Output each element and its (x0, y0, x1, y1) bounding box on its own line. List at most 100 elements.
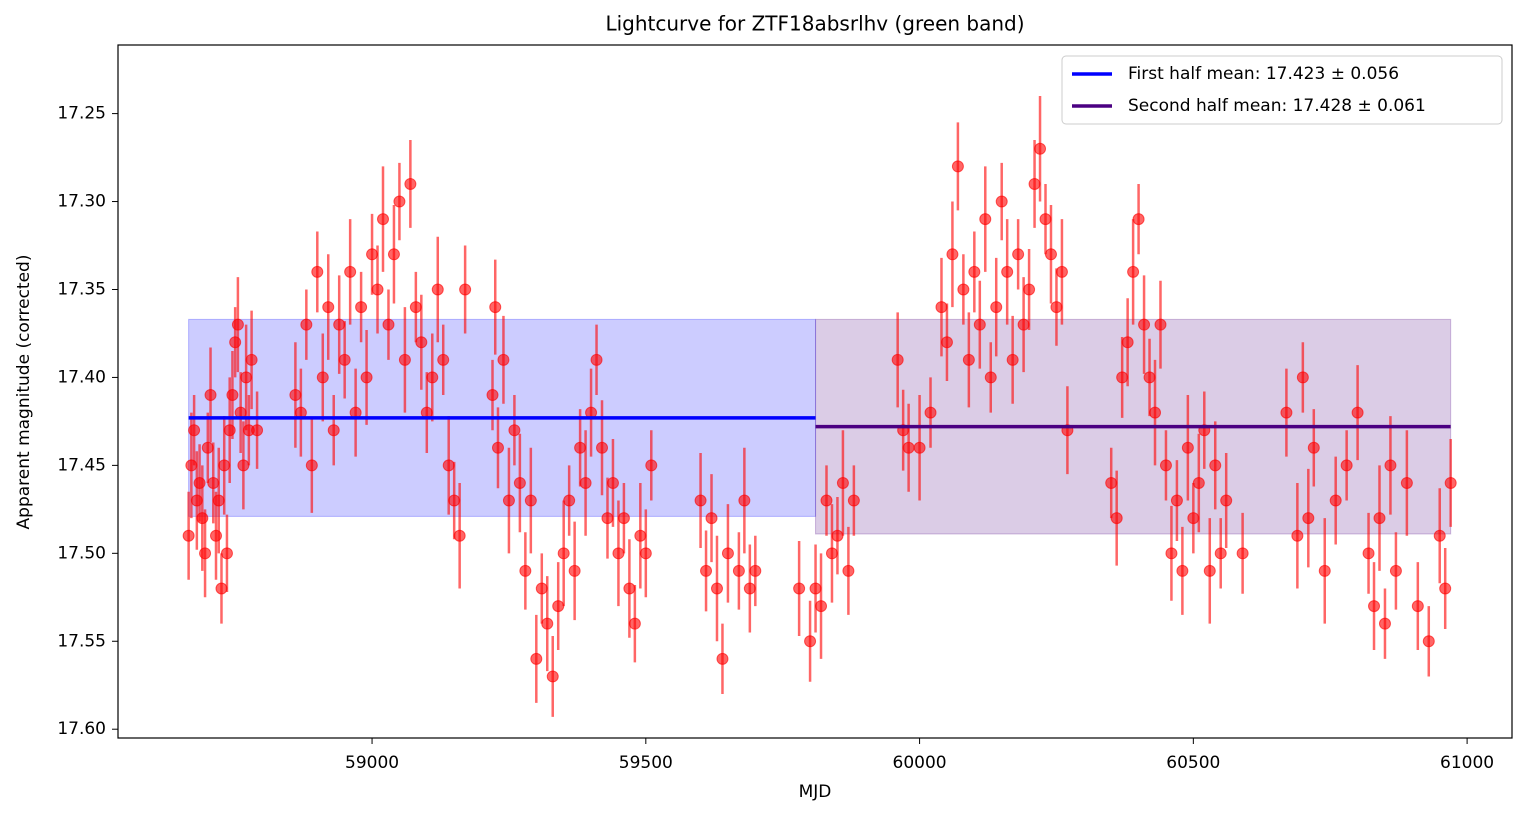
point (486, 389, 499, 402)
point (1296, 371, 1309, 384)
point (1138, 318, 1151, 331)
point (973, 318, 986, 331)
point (1384, 459, 1397, 472)
point (453, 529, 466, 542)
point (606, 476, 619, 489)
point (815, 600, 828, 613)
point (749, 564, 762, 577)
point (300, 318, 313, 331)
point (579, 476, 592, 489)
point (962, 353, 975, 366)
point (218, 459, 231, 472)
point (628, 617, 641, 630)
point (215, 582, 228, 595)
point (196, 512, 209, 525)
point (1187, 512, 1200, 525)
point (409, 301, 422, 314)
point (563, 494, 576, 507)
point (1044, 248, 1057, 261)
y-tick-label: 17.30 (57, 192, 106, 212)
point (793, 582, 806, 595)
point (1034, 142, 1047, 155)
point (322, 301, 335, 314)
point (831, 529, 844, 542)
point (902, 441, 915, 454)
y-tick-label: 17.35 (57, 279, 106, 299)
point (377, 213, 390, 226)
y-tick-label: 17.60 (57, 719, 106, 739)
point (245, 353, 258, 366)
point (557, 547, 570, 560)
point (437, 353, 450, 366)
point (223, 424, 236, 437)
point (508, 424, 521, 437)
point (634, 529, 647, 542)
point (1181, 441, 1194, 454)
plot-frame (117, 44, 1513, 739)
point (404, 177, 417, 190)
point (431, 283, 444, 296)
point (1149, 406, 1162, 419)
point (541, 617, 554, 630)
point (240, 371, 253, 384)
point (398, 353, 411, 366)
point (1028, 177, 1041, 190)
point (338, 353, 351, 366)
point (1116, 371, 1129, 384)
point (1422, 635, 1435, 648)
point (1039, 213, 1052, 226)
point (371, 283, 384, 296)
point (212, 494, 225, 507)
point (1023, 283, 1036, 296)
point (311, 265, 324, 278)
point (639, 547, 652, 560)
x-tick-label: 59000 (345, 753, 399, 773)
point (913, 441, 926, 454)
point (645, 459, 658, 472)
point (1444, 476, 1457, 489)
y-axis-label: Apparent magnitude (corrected) (14, 255, 34, 530)
point (1105, 476, 1118, 489)
point (289, 389, 302, 402)
points (182, 96, 1457, 717)
point (305, 459, 318, 472)
point (1214, 547, 1227, 560)
point (1170, 494, 1183, 507)
point (700, 564, 713, 577)
point (1012, 248, 1025, 261)
point (623, 582, 636, 595)
point (333, 318, 346, 331)
point (1389, 564, 1402, 577)
point (199, 547, 212, 560)
point (415, 336, 428, 349)
point (596, 441, 609, 454)
point (231, 318, 244, 331)
point (940, 336, 953, 349)
point (201, 441, 214, 454)
point (188, 424, 201, 437)
point (226, 389, 239, 402)
point (1236, 547, 1249, 560)
point (568, 564, 581, 577)
point (1127, 265, 1140, 278)
point (193, 476, 206, 489)
point (1192, 476, 1205, 489)
point (366, 248, 379, 261)
point (1318, 564, 1331, 577)
point (207, 476, 220, 489)
point (743, 582, 756, 595)
point (1302, 512, 1315, 525)
point (524, 494, 537, 507)
point (1209, 459, 1222, 472)
point (1203, 564, 1216, 577)
point (327, 424, 340, 437)
point (360, 371, 373, 384)
point (1220, 494, 1233, 507)
point (601, 512, 614, 525)
point (1373, 512, 1386, 525)
point (694, 494, 707, 507)
point (935, 301, 948, 314)
point (355, 301, 368, 314)
point (552, 600, 565, 613)
point (1110, 512, 1123, 525)
